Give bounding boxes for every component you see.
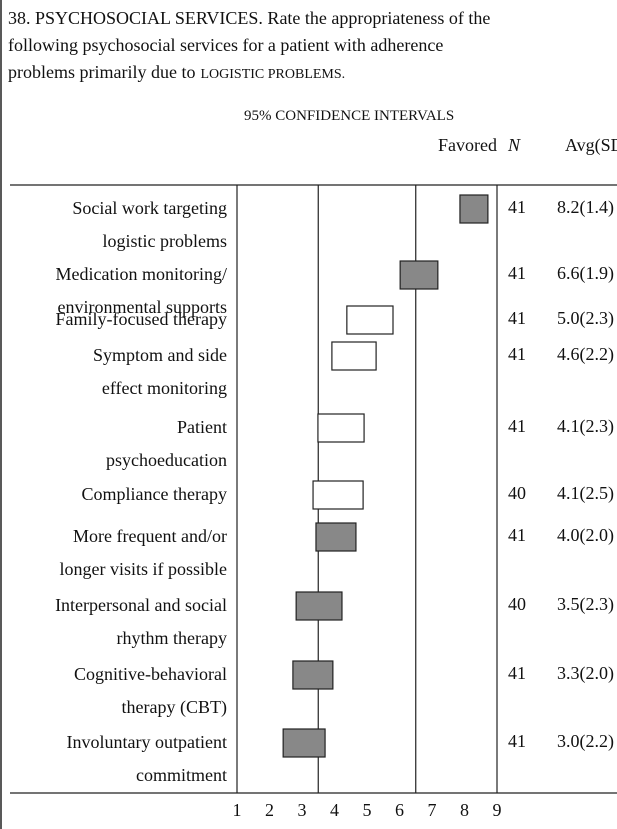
row-label: Involuntary outpatient commitment — [66, 732, 227, 785]
row-label: Social work targeting logistic problems — [72, 198, 227, 251]
n-value: 41 — [508, 344, 526, 364]
n-value: 41 — [508, 308, 526, 328]
column-header: Avg(SD) — [565, 135, 617, 155]
row-label: Symptom and side effect monitoring — [93, 345, 227, 398]
n-value: 41 — [508, 416, 526, 436]
interval-box — [312, 480, 364, 510]
x-tick-label: 1 — [233, 800, 242, 820]
row-label: More frequent and/or longer visits if po… — [59, 526, 228, 579]
x-tick-label: 9 — [493, 800, 502, 820]
column-header: Favored — [438, 135, 497, 155]
avg-sd: 4.1(2.3) — [557, 416, 614, 437]
row-label: Medication monitoring/ environmental sup… — [55, 264, 227, 317]
n-value: 41 — [508, 663, 526, 683]
n-value: 40 — [508, 483, 526, 503]
title-line: problems primarily due to LOGISTIC PROBLE… — [8, 62, 346, 82]
x-tick-label: 6 — [395, 800, 404, 820]
interval-box — [317, 413, 365, 443]
avg-sd: 3.0(2.2) — [557, 731, 614, 752]
interval-box — [346, 305, 394, 335]
title-emphasis: LOGISTIC PROBLEMS. — [200, 67, 346, 82]
x-tick-label: 7 — [428, 800, 437, 820]
interval-box — [295, 591, 343, 621]
interval-box — [315, 522, 357, 552]
title-line: 38. PSYCHOSOCIAL SERVICES. Rate the appr… — [8, 8, 491, 28]
interval-box — [282, 728, 326, 758]
title-line: following psychosocial services for a pa… — [8, 35, 444, 55]
interval-box — [459, 194, 489, 224]
row-label: Family-focused therapy — [55, 309, 227, 329]
x-tick-label: 5 — [363, 800, 372, 820]
n-value: 41 — [508, 525, 526, 545]
avg-sd: 8.2(1.4) — [557, 197, 614, 218]
row-label: Compliance therapy — [81, 484, 227, 504]
row-label: Patient psychoeducation — [106, 417, 227, 470]
x-tick-label: 2 — [265, 800, 274, 820]
x-tick-label: 8 — [460, 800, 469, 820]
interval-box — [292, 660, 334, 690]
avg-sd: 4.6(2.2) — [557, 344, 614, 365]
avg-sd: 3.3(2.0) — [557, 663, 614, 684]
row-label: Cognitive-behavioral therapy (CBT) — [74, 664, 227, 717]
avg-sd: 6.6(1.9) — [557, 263, 614, 284]
avg-sd: 3.5(2.3) — [557, 594, 614, 615]
n-value: 41 — [508, 197, 526, 217]
avg-sd: 5.0(2.3) — [557, 308, 614, 329]
interval-box — [331, 341, 377, 371]
n-value: 41 — [508, 263, 526, 283]
x-tick-label: 3 — [298, 800, 307, 820]
n-value: 40 — [508, 594, 526, 614]
row-label: Interpersonal and social rhythm therapy — [55, 595, 227, 648]
avg-sd: 4.1(2.5) — [557, 483, 614, 504]
column-header: N — [508, 135, 521, 155]
subtitle: 95% CONFIDENCE INTERVALS — [244, 108, 455, 124]
avg-sd: 4.0(2.0) — [557, 525, 614, 546]
n-value: 41 — [508, 731, 526, 751]
interval-box — [399, 260, 439, 290]
x-tick-label: 4 — [330, 800, 339, 820]
